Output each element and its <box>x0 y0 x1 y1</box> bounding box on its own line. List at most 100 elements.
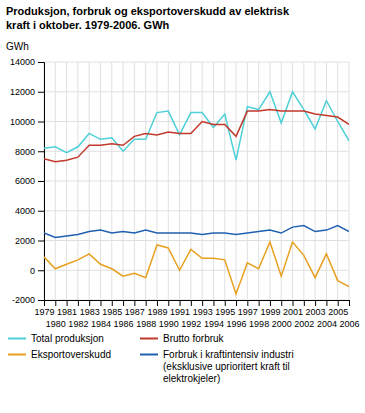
grid-line-x <box>236 62 237 300</box>
legend-item: Eksportoverskudd <box>8 349 111 360</box>
series-line <box>44 242 349 294</box>
x-tick-label: 1984 <box>91 319 111 329</box>
x-tick-label: 1996 <box>227 319 247 329</box>
legend-item: Brutto forbruk <box>140 333 225 344</box>
y-tick: 12000 <box>10 87 44 97</box>
x-tick-mark <box>112 300 113 306</box>
x-tick-mark <box>236 300 237 306</box>
x-tick: 1987 <box>125 300 145 317</box>
x-tick: 1985 <box>102 300 122 317</box>
y-tick-mark <box>38 122 44 123</box>
x-tick: 1989 <box>147 300 167 317</box>
grid-line-x <box>349 62 350 300</box>
x-tick-label: 1980 <box>46 319 66 329</box>
y-tick-label: 0 <box>30 266 35 276</box>
x-tick-mark <box>134 300 135 306</box>
y-tick-label: -2000 <box>12 295 35 305</box>
legend-swatch <box>140 338 158 340</box>
x-tick-label: 1985 <box>102 307 122 317</box>
x-tick-label: 1989 <box>147 307 167 317</box>
grid-line-y <box>44 270 349 271</box>
grid-line-y <box>44 62 349 63</box>
y-tick-mark <box>38 62 44 63</box>
x-tick-label: 1994 <box>204 319 224 329</box>
x-tick: 1995 <box>215 300 235 317</box>
grid-line-x <box>168 62 169 300</box>
x-tick-label: 1992 <box>181 319 201 329</box>
y-tick-label: 4000 <box>15 206 35 216</box>
x-tick-label: 2006 <box>339 319 359 329</box>
grid-line-x <box>156 62 157 300</box>
x-tick-label: 1991 <box>170 307 190 317</box>
x-tick-mark <box>100 300 101 306</box>
grid <box>44 62 349 300</box>
legend-swatch <box>8 338 26 340</box>
x-tick-label: 2005 <box>328 307 348 317</box>
legend-item: Forbruk i kraftintensiv industri(eksklus… <box>140 349 294 384</box>
x-tick-label: 1998 <box>249 319 269 329</box>
x-tick-mark <box>180 300 181 306</box>
x-tick-mark <box>202 300 203 306</box>
title: Produksjon, forbruk og eksportoverskudd … <box>6 5 290 31</box>
x-tick-mark <box>304 300 305 306</box>
x-tick-label: 1987 <box>125 307 145 317</box>
x-tick-mark <box>338 300 339 306</box>
x-tick-mark <box>146 300 147 306</box>
x-tick-mark <box>225 300 226 306</box>
x-tick-label: 1995 <box>215 307 235 317</box>
y-tick: 6000 <box>15 176 44 186</box>
series-line <box>44 110 349 162</box>
x-tick: 1999 <box>260 300 280 317</box>
grid-line-x <box>202 62 203 300</box>
y-tick-mark <box>38 270 44 271</box>
y-tick-mark <box>38 181 44 182</box>
legend-label: Forbruk i kraftintensiv industri(eksklus… <box>163 349 294 384</box>
grid-line-x <box>326 62 327 300</box>
x-tick-label: 2001 <box>283 307 303 317</box>
grid-line-x <box>145 62 146 300</box>
x-tick-label: 2003 <box>306 307 326 317</box>
y-tick-mark <box>38 92 44 93</box>
x-tick-mark <box>157 300 158 306</box>
x-tick-mark <box>293 300 294 306</box>
y-tick: -2000 <box>12 295 44 305</box>
x-tick-label: 1983 <box>80 307 100 317</box>
x-tick-mark <box>259 300 260 306</box>
x-tick: 1981 <box>57 300 77 317</box>
x-tick-mark <box>270 300 271 306</box>
grid-line-x <box>224 62 225 300</box>
y-tick: 2000 <box>15 236 44 246</box>
y-tick: 0 <box>30 266 44 276</box>
grid-line-x <box>179 62 180 300</box>
x-tick: 2001 <box>283 300 303 317</box>
grid-line-y <box>44 210 349 211</box>
legend-label: Total produksjon <box>31 333 104 344</box>
x-tick-label: 1986 <box>114 319 134 329</box>
x-tick-label: 1988 <box>136 319 156 329</box>
x-tick: 1983 <box>80 300 100 317</box>
x-tick-mark <box>326 300 327 306</box>
grid-line-x <box>111 62 112 300</box>
series-line <box>44 226 349 238</box>
legend-swatch <box>8 354 26 356</box>
y-tick-label: 14000 <box>10 57 35 67</box>
x-tick: 2006 <box>339 300 359 329</box>
y-tick: 14000 <box>10 57 44 67</box>
y-tick-label: 8000 <box>15 147 35 157</box>
lines <box>44 92 349 294</box>
legend-label: Eksportoverskudd <box>31 349 111 360</box>
x-tick: 1979 <box>34 300 54 317</box>
x-tick-mark <box>89 300 90 306</box>
y-tick-label: 6000 <box>15 176 35 186</box>
legend-item: Total produksjon <box>8 333 104 344</box>
x-tick-label: 1990 <box>159 319 179 329</box>
grid-line-x <box>190 62 191 300</box>
y-tick-label: 10000 <box>10 117 35 127</box>
legend-swatch <box>140 354 158 356</box>
grid-line-x <box>123 62 124 300</box>
x-tick-mark <box>78 300 79 306</box>
x-tick-label: 1982 <box>68 319 88 329</box>
grid-line-x <box>269 62 270 300</box>
x-tick-mark <box>349 300 350 306</box>
x-tick-label: 2000 <box>272 319 292 329</box>
